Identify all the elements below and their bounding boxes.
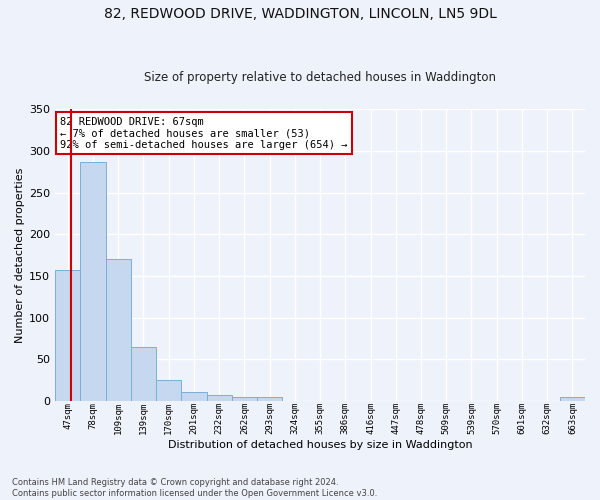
Text: 82, REDWOOD DRIVE, WADDINGTON, LINCOLN, LN5 9DL: 82, REDWOOD DRIVE, WADDINGTON, LINCOLN, … — [104, 8, 496, 22]
Bar — [560, 398, 585, 401]
Bar — [181, 392, 206, 401]
Text: Contains HM Land Registry data © Crown copyright and database right 2024.
Contai: Contains HM Land Registry data © Crown c… — [12, 478, 377, 498]
Bar — [131, 346, 156, 401]
X-axis label: Distribution of detached houses by size in Waddington: Distribution of detached houses by size … — [168, 440, 472, 450]
Bar — [206, 395, 232, 401]
Bar — [106, 259, 131, 401]
Bar — [80, 162, 106, 401]
Bar — [232, 396, 257, 401]
Bar — [55, 270, 80, 401]
Bar — [257, 398, 282, 401]
Text: 82 REDWOOD DRIVE: 67sqm
← 7% of detached houses are smaller (53)
92% of semi-det: 82 REDWOOD DRIVE: 67sqm ← 7% of detached… — [61, 116, 348, 150]
Y-axis label: Number of detached properties: Number of detached properties — [15, 168, 25, 342]
Title: Size of property relative to detached houses in Waddington: Size of property relative to detached ho… — [144, 72, 496, 85]
Bar — [156, 380, 181, 401]
